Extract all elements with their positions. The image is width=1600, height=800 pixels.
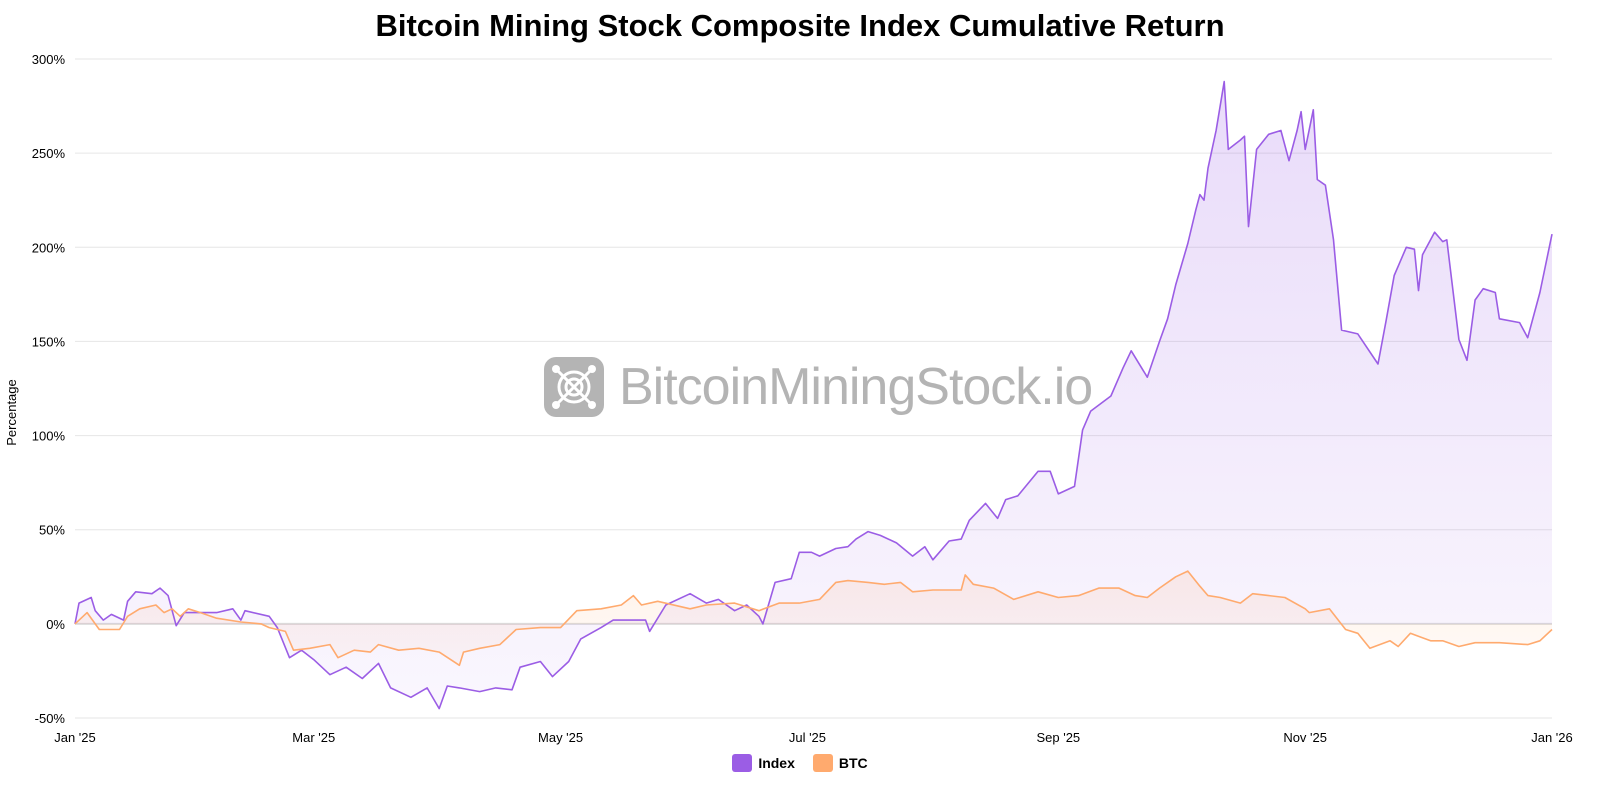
series-line-btc [74, 570, 1553, 667]
y-tick-label: 0% [46, 617, 65, 632]
series-area-btc [75, 571, 1552, 666]
x-tick-label: May '25 [538, 730, 583, 745]
y-tick-label: 250% [32, 146, 66, 161]
y-tick-label: 200% [32, 240, 66, 255]
y-axis-label: Percentage [3, 379, 19, 446]
x-tick-label: Jul '25 [789, 730, 826, 745]
legend-item-index[interactable]: Index [732, 754, 795, 772]
watermark-text: BitcoinMiningStock.io [619, 358, 1093, 416]
y-tick-label: -50% [35, 711, 66, 726]
legend-label: BTC [838, 755, 868, 771]
legend-swatch [812, 754, 833, 772]
legend-label: Index [758, 755, 795, 771]
x-tick-label: Nov '25 [1283, 730, 1327, 745]
legend-swatch [732, 754, 753, 772]
x-tick-label: Jan '26 [1531, 730, 1573, 745]
y-tick-label: 50% [39, 523, 65, 538]
legend: Index BTC [0, 754, 1600, 772]
chart-title: Bitcoin Mining Stock Composite Index Cum… [375, 8, 1225, 43]
y-tick-label: 150% [32, 334, 66, 349]
watermark-logo-icon [544, 357, 604, 417]
x-tick-label: Mar '25 [292, 730, 335, 745]
y-tick-label: 100% [32, 429, 66, 444]
y-tick-label: 300% [32, 52, 66, 67]
x-tick-label: Sep '25 [1036, 730, 1080, 745]
legend-item-btc[interactable]: BTC [812, 754, 868, 772]
x-tick-label: Jan '25 [54, 730, 96, 745]
watermark: BitcoinMiningStock.io [543, 356, 1093, 418]
